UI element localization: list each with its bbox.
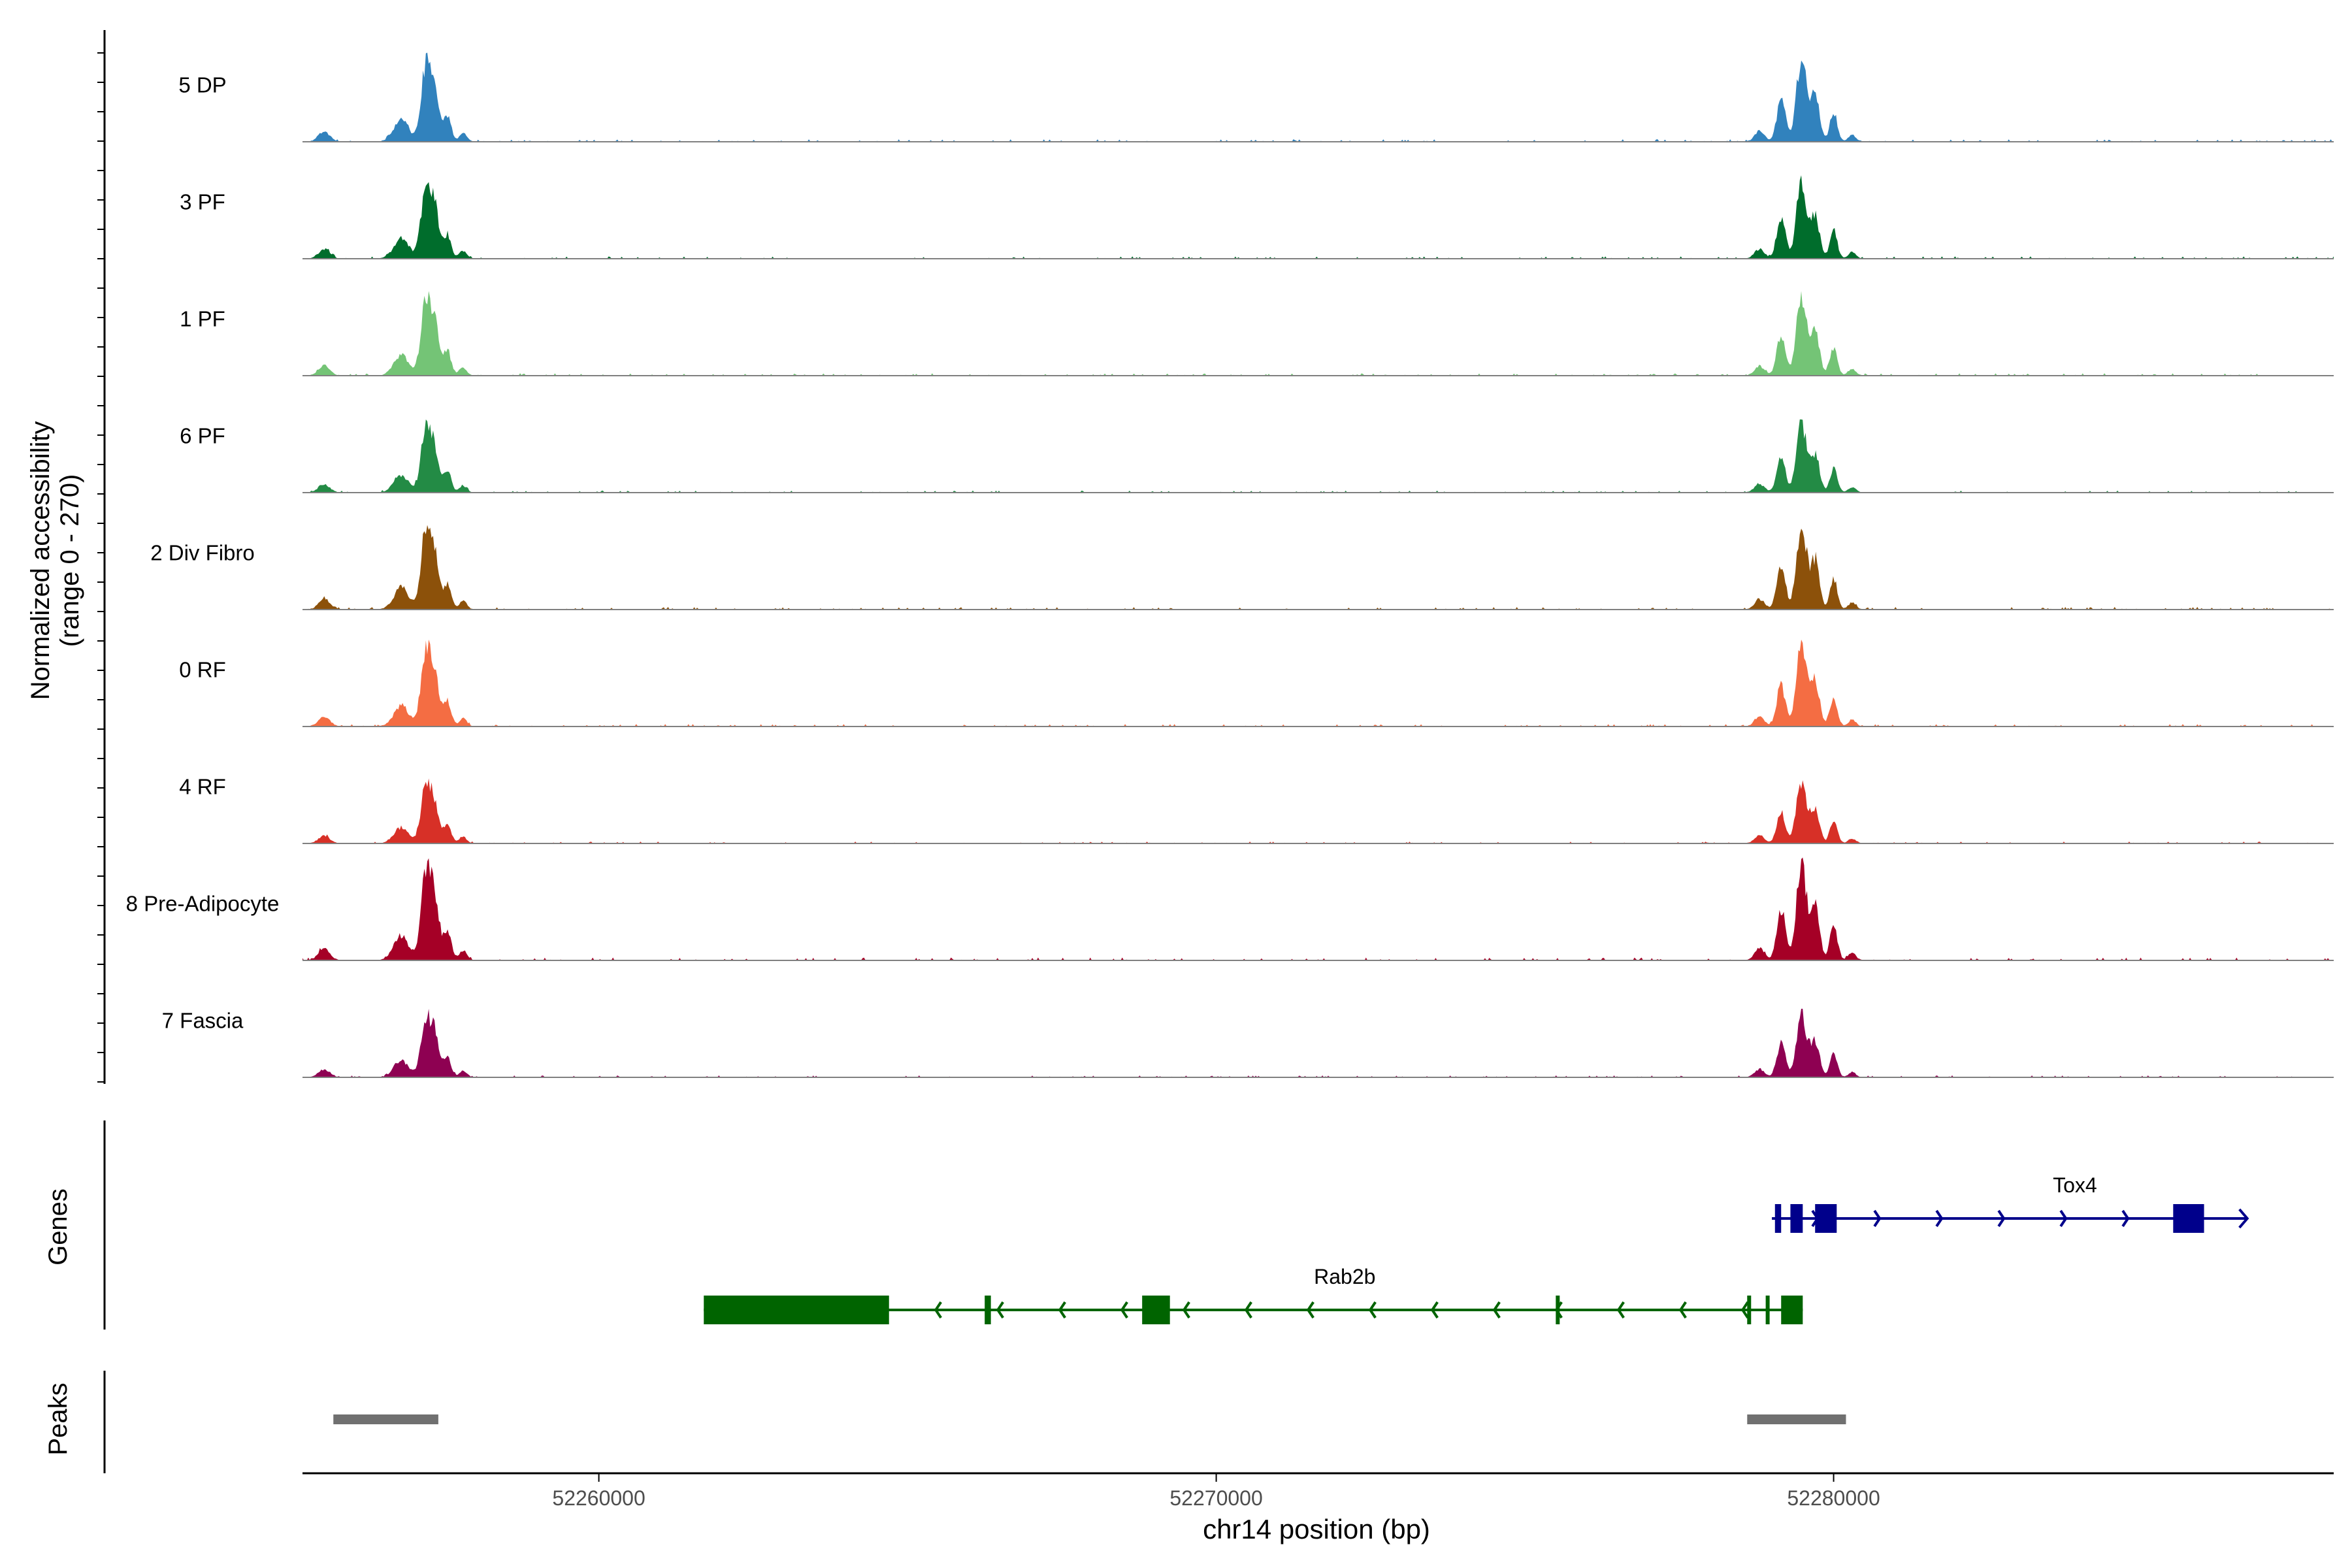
strand-arrow — [2121, 1209, 2130, 1228]
x-axis: 52260000 52270000 52280000 — [302, 1472, 2334, 1510]
strand-arrow — [1306, 1301, 1315, 1319]
strand-arrow — [1616, 1301, 1625, 1319]
gene-exon — [1815, 1204, 1837, 1233]
gene-exon — [1781, 1296, 1803, 1324]
strand-arrow — [2059, 1209, 2068, 1228]
gene-name: Tox4 — [2053, 1173, 2097, 1197]
strand-arrow — [1182, 1301, 1190, 1319]
y-axis-label: Normalized accessibility — [26, 421, 55, 700]
coverage-track: 1 PF — [180, 291, 2334, 376]
track-label: 3 PF — [180, 190, 225, 214]
peak-region — [333, 1414, 438, 1424]
gene-exon — [1790, 1204, 1803, 1233]
gene-exon — [985, 1296, 991, 1324]
coverage-track: 5 DP — [178, 52, 2334, 142]
coverage-y-axis — [97, 30, 106, 1084]
strand-arrow — [1678, 1301, 1687, 1319]
gene-end-arrow — [2238, 1208, 2249, 1229]
peaks-track — [103, 1371, 1846, 1473]
gene-model: Tox4 — [1772, 1173, 2249, 1233]
genes-track-label: Genes — [44, 1188, 73, 1266]
track-label: 2 Div Fibro — [150, 541, 255, 565]
coverage-track: 7 Fascia — [162, 1009, 2334, 1078]
coverage-track: 2 Div Fibro — [150, 525, 2334, 610]
strand-arrow — [934, 1301, 942, 1319]
peaks-track-label: Peaks — [44, 1382, 73, 1455]
gene-exon — [1765, 1296, 1770, 1324]
strand-arrow — [1935, 1209, 1944, 1228]
track-label: 1 PF — [180, 307, 225, 331]
gene-exon — [1747, 1296, 1752, 1324]
strand-arrow — [1997, 1209, 2006, 1228]
gene-exon — [1142, 1296, 1170, 1324]
gene-exon — [1774, 1204, 1782, 1233]
gene-exon — [2173, 1204, 2204, 1233]
track-label: 4 RF — [179, 775, 226, 799]
coverage-track: 4 RF — [179, 775, 2334, 844]
coverage-tracks: 5 DP 3 PF 1 PF 6 PF 2 Div Fibro 0 RF 4 RF 8 Pre… — [126, 52, 2334, 1078]
strand-arrow — [1244, 1301, 1252, 1319]
x-axis-label: chr14 position (bp) — [1203, 1514, 1430, 1544]
strand-arrow — [996, 1301, 1004, 1319]
x-tick-label: 52260000 — [552, 1486, 645, 1510]
gene-name: Rab2b — [1314, 1265, 1375, 1288]
gene-exon — [704, 1296, 889, 1324]
y-axis-range-label: (range 0 - 270) — [56, 474, 84, 647]
x-tick-label: 52270000 — [1169, 1486, 1262, 1510]
strand-arrow — [1430, 1301, 1439, 1319]
gene-exon — [1556, 1296, 1560, 1324]
coverage-track: 3 PF — [180, 175, 2334, 259]
strand-arrow — [1873, 1209, 1882, 1228]
strand-arrow — [1740, 1301, 1749, 1319]
coverage-track: 8 Pre-Adipocyte — [126, 857, 2334, 961]
x-tick-label: 52280000 — [1787, 1486, 1880, 1510]
track-label: 5 DP — [178, 73, 226, 97]
genes-track: Tox4 Rab2b — [103, 1120, 2249, 1330]
track-label: 0 RF — [179, 658, 226, 682]
strand-arrow — [1368, 1301, 1377, 1319]
coverage-track: 0 RF — [179, 640, 2334, 727]
strand-arrow — [1492, 1301, 1501, 1319]
strand-arrow — [1120, 1301, 1128, 1319]
coverage-track: 6 PF — [180, 419, 2334, 493]
gene-model: Rab2b — [704, 1265, 1803, 1324]
track-label: 6 PF — [180, 424, 225, 448]
peak-region — [1747, 1414, 1846, 1424]
track-label: 7 Fascia — [162, 1009, 244, 1033]
strand-arrow — [1058, 1301, 1066, 1319]
track-label: 8 Pre-Adipocyte — [126, 892, 280, 916]
